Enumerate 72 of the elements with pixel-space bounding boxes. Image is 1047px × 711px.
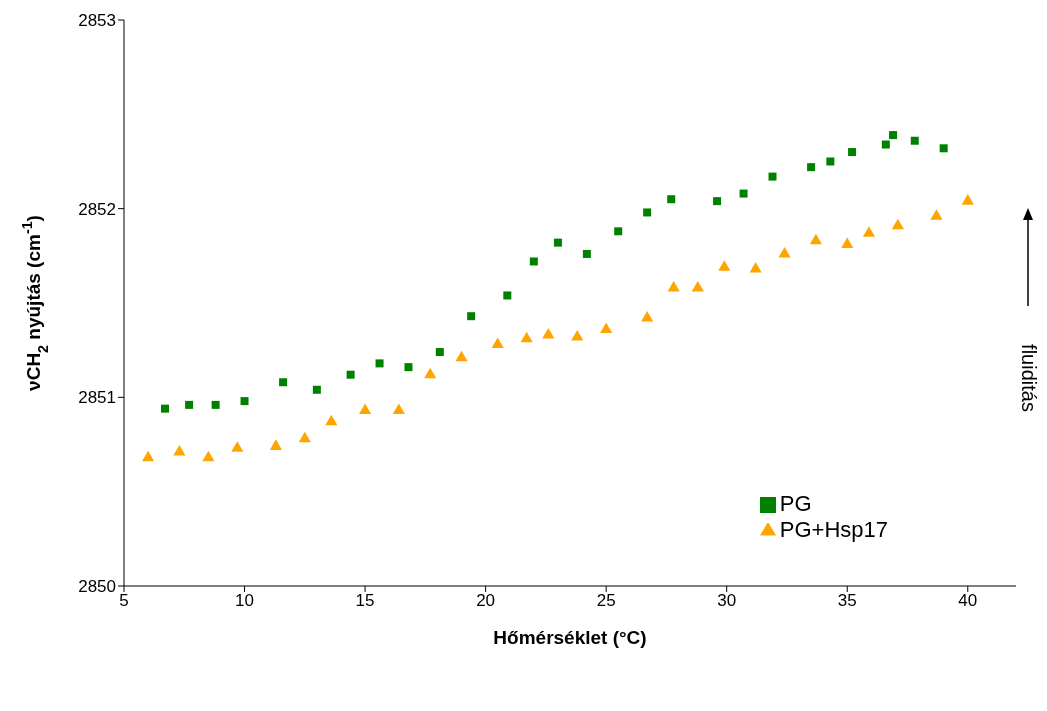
- point: [667, 195, 676, 204]
- point: [491, 337, 504, 349]
- point: [553, 238, 562, 247]
- point: [939, 144, 948, 153]
- point: [375, 359, 384, 368]
- point: [809, 233, 822, 245]
- point: [713, 197, 722, 206]
- point: [404, 363, 413, 372]
- point: [768, 172, 777, 181]
- point: [881, 140, 890, 149]
- point: [961, 194, 974, 205]
- point: [889, 131, 898, 140]
- point: [600, 322, 613, 333]
- x-tick-label: 40: [958, 591, 978, 611]
- point: [910, 136, 919, 145]
- x-tick-label: 35: [837, 591, 857, 611]
- point: [298, 431, 311, 443]
- y-tick-label: 2850: [78, 577, 116, 597]
- x-tick-label: 5: [119, 591, 129, 611]
- point: [891, 218, 904, 230]
- point: [862, 226, 876, 237]
- point: [778, 246, 791, 258]
- point: [424, 367, 437, 379]
- point: [503, 291, 512, 300]
- point: [359, 403, 372, 415]
- point: [841, 237, 854, 249]
- point: [240, 397, 249, 406]
- x-tick-label: 30: [717, 591, 737, 611]
- point: [582, 249, 591, 258]
- point: [455, 350, 468, 362]
- legend-label: PG: [779, 491, 812, 516]
- x-tick-label: 10: [235, 591, 254, 611]
- point: [467, 312, 476, 321]
- x-tick-label: 20: [476, 591, 496, 611]
- point: [529, 257, 538, 266]
- point: [279, 378, 288, 387]
- point: [643, 208, 652, 217]
- point: [231, 441, 244, 452]
- point: [691, 280, 704, 292]
- legend-label: PG+Hsp17: [779, 517, 888, 542]
- point: [185, 400, 194, 409]
- x-tick-label: 15: [355, 591, 375, 611]
- point: [739, 189, 748, 198]
- point: [202, 450, 215, 462]
- point: [160, 404, 169, 413]
- point: [826, 157, 835, 166]
- y-tick-label: 2853: [78, 11, 116, 31]
- y-tick-label: 2852: [78, 199, 116, 219]
- point: [667, 280, 680, 292]
- y-tick-label: 2851: [78, 388, 116, 408]
- point: [718, 260, 731, 271]
- point: [641, 311, 654, 322]
- point: [807, 163, 816, 172]
- point: [848, 148, 857, 157]
- point: [269, 439, 282, 450]
- point: [749, 262, 762, 273]
- text: fluiditás: [1016, 344, 1040, 412]
- point: [392, 403, 405, 415]
- point: [173, 445, 186, 456]
- point: [325, 414, 338, 426]
- point: [520, 331, 533, 343]
- x-tick-label: 25: [596, 591, 616, 611]
- x-axis-title: Hőmérséklet (°C): [493, 627, 647, 648]
- point: [542, 328, 555, 339]
- point: [930, 209, 943, 220]
- point: [571, 329, 584, 341]
- point: [614, 227, 623, 236]
- point: [435, 348, 444, 357]
- point: [346, 370, 355, 379]
- point: [312, 385, 321, 394]
- point: [211, 400, 220, 409]
- point: [142, 450, 155, 462]
